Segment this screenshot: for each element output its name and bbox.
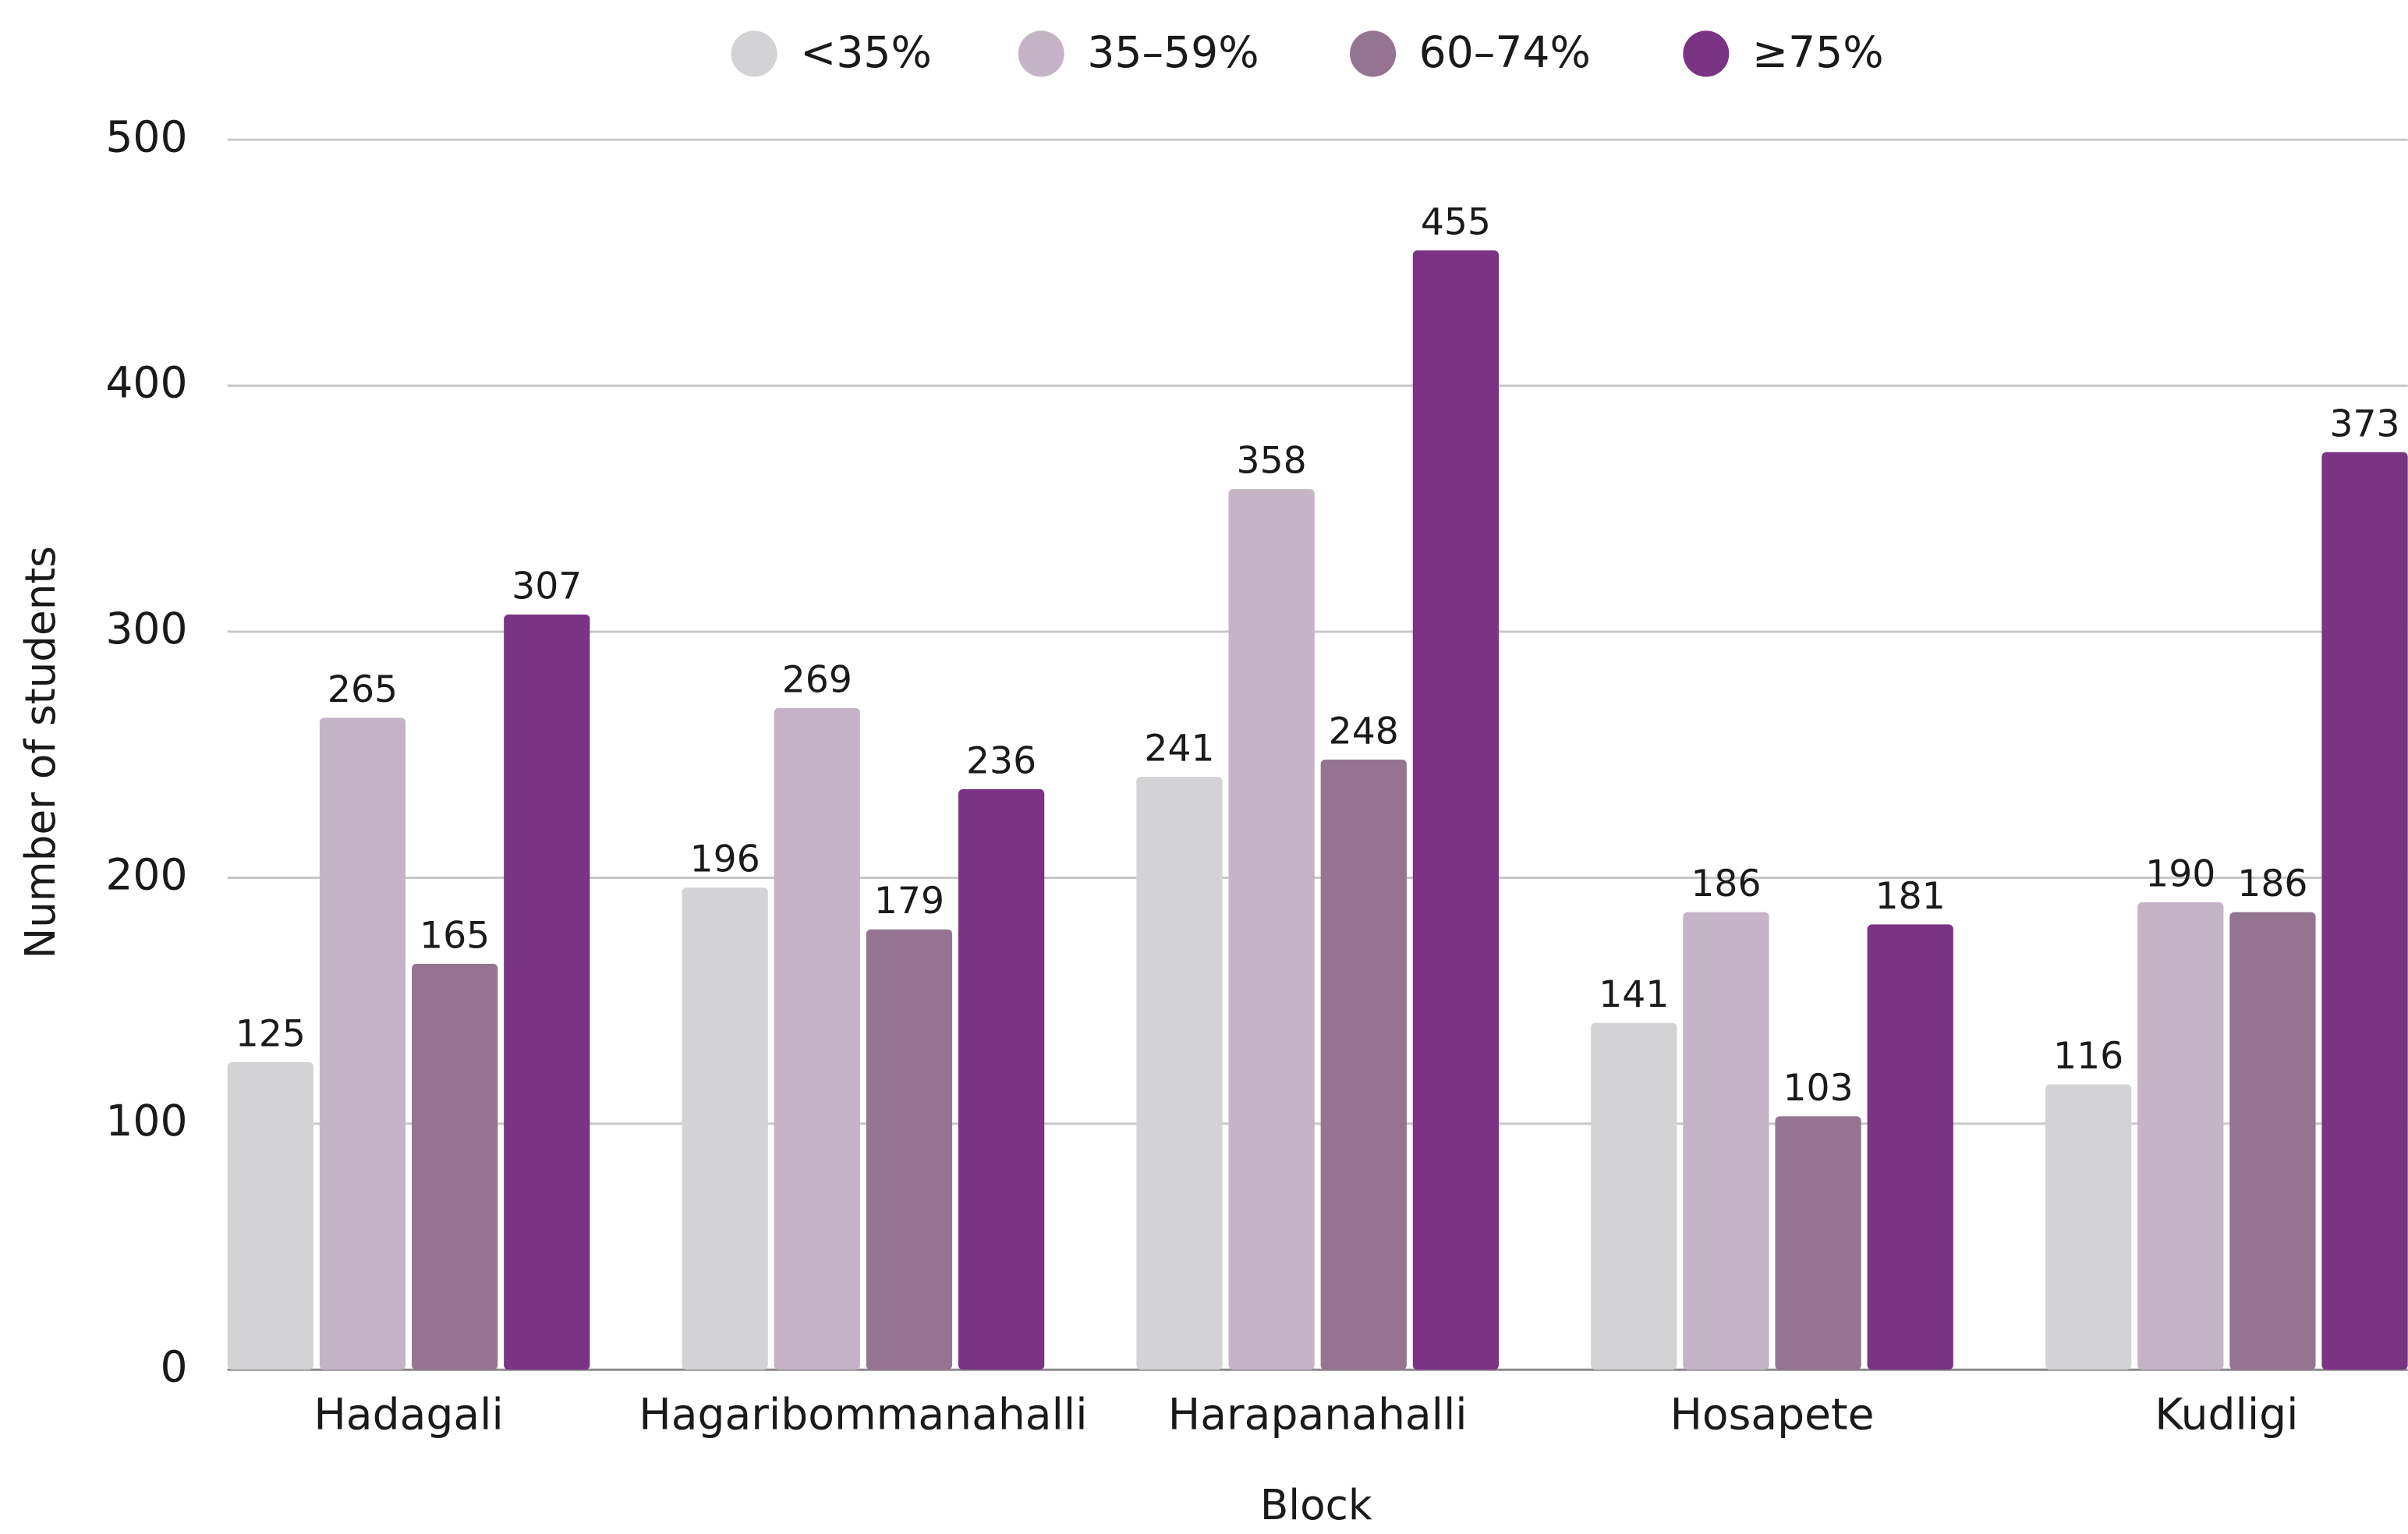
legend-swatch [731,30,777,77]
value-label: 125 [235,1013,306,1056]
bar [866,929,953,1370]
x-tick-label: Harapanahalli [1168,1390,1468,1440]
value-label: 241 [1144,728,1214,771]
x-tick-label: Hadagali [313,1390,503,1440]
y-tick-label: 100 [105,1096,187,1146]
bar [2137,902,2224,1370]
value-label: 179 [874,880,944,923]
value-label: 186 [2237,863,2307,905]
value-label: 373 [2329,402,2399,445]
bar [319,717,406,1370]
legend-label: ≥75% [1752,28,1884,78]
y-tick-label: 500 [105,112,187,162]
value-label: 248 [1329,710,1399,753]
value-label: 265 [328,668,398,711]
value-label: 165 [420,914,490,957]
value-label: 455 [1421,201,1491,244]
bar [1867,924,1953,1370]
value-label: 103 [1783,1067,1853,1110]
legend-swatch [1350,30,1397,77]
x-tick-label: Kudligi [2155,1390,2298,1440]
legend-label: 60–74% [1419,28,1591,78]
bar [412,963,498,1370]
value-label: 358 [1237,440,1307,483]
value-label: 141 [1599,973,1669,1016]
bar [774,707,860,1370]
bar [2045,1084,2132,1370]
value-label: 236 [966,739,1036,782]
bar [1683,912,1769,1370]
value-label: 307 [512,565,582,608]
legend-swatch [1683,30,1730,77]
bar [1320,760,1407,1370]
legend-label: 35–59% [1087,28,1259,78]
bar [2321,452,2408,1370]
bar [958,788,1045,1370]
legend-swatch [1018,30,1064,77]
y-axis-title: Number of students [16,546,65,958]
bar [227,1062,313,1370]
value-label: 186 [1691,863,1761,905]
y-tick-label: 0 [160,1342,187,1392]
value-label: 269 [782,658,852,701]
y-tick-label: 400 [105,359,187,409]
bar [682,887,768,1370]
x-axis-title: Block [1260,1481,1372,1529]
y-tick-label: 200 [105,851,187,901]
legend-label: <35% [800,28,932,78]
x-tick-label: Hosapete [1670,1390,1874,1440]
bar [1136,777,1223,1370]
bar [1228,489,1315,1370]
value-label: 196 [690,838,760,881]
y-tick-label: 300 [105,604,187,654]
bar [2229,912,2316,1370]
value-label: 181 [1875,875,1946,918]
bar [1775,1116,1861,1370]
bar [504,614,590,1370]
bar [1412,250,1500,1370]
bar [1591,1022,1677,1370]
value-label: 190 [2145,853,2215,896]
value-label: 116 [2053,1035,2123,1078]
x-tick-label: Hagaribommanahalli [639,1390,1087,1440]
